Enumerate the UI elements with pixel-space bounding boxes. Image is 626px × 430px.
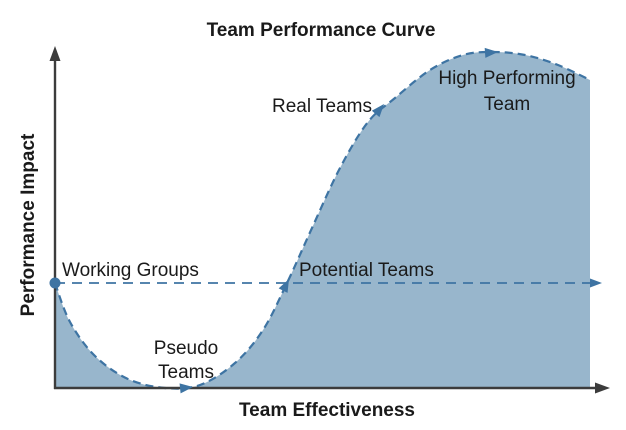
curve-label-working-groups: Working Groups [62,260,199,281]
arrowheads-group [49,46,610,394]
curve-label-pseudo-teams: Pseudo Teams [154,338,218,383]
working-groups-point [49,277,61,289]
curve-label-real-teams: Real Teams [272,96,372,117]
potential-teams-arrow [278,279,289,293]
real-teams-arrow [371,104,384,118]
x-axis-arrow [595,382,610,394]
curve-label-high-performing: High Performing Team [438,68,575,115]
chart-title: Team Performance Curve [207,20,436,41]
pseudo-teams-arrow [179,383,193,394]
curve-area-fill [55,52,590,389]
curve-label-potential-teams: Potential Teams [299,260,434,281]
y-axis-label: Performance Impact [18,133,39,316]
y-axis-arrow [49,46,61,61]
peak-arrow [484,47,498,58]
baseline-arrow [590,278,602,288]
x-axis-label: Team Effectiveness [239,400,415,421]
stage-labels-group: Working Groups Pseudo Teams Potential Teams… [62,68,576,383]
